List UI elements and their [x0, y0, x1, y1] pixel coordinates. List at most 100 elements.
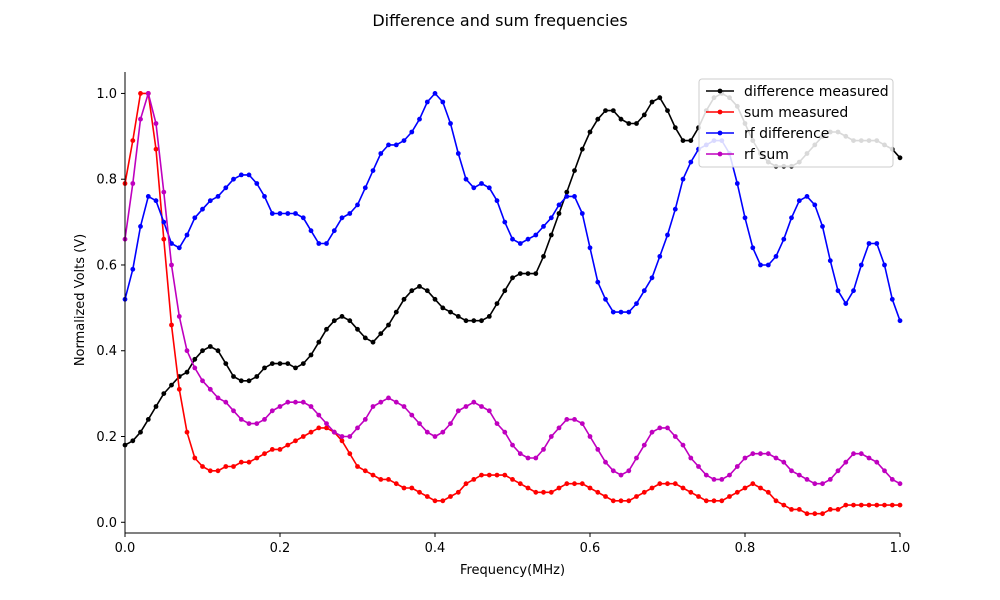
data-point — [680, 442, 686, 448]
data-point — [324, 241, 329, 246]
data-point — [773, 254, 779, 259]
data-point — [176, 245, 182, 251]
data-point — [657, 95, 663, 101]
data-point — [393, 399, 399, 405]
x-tick-label: 0.2 — [270, 541, 291, 556]
data-point — [889, 502, 895, 508]
data-point — [680, 138, 686, 144]
data-point — [897, 318, 903, 324]
data-point — [525, 271, 531, 276]
data-point — [734, 464, 740, 469]
data-point — [897, 502, 903, 508]
data-point — [548, 215, 554, 221]
data-point — [727, 494, 732, 499]
y-axis-title: Normalized Volts (V) — [73, 234, 88, 366]
data-point — [796, 198, 802, 204]
data-point — [285, 211, 291, 216]
data-point — [145, 194, 151, 199]
data-point — [572, 194, 577, 199]
data-point — [277, 361, 283, 366]
data-point — [688, 138, 694, 144]
data-point — [463, 481, 469, 487]
data-point — [525, 236, 531, 242]
data-point — [533, 489, 539, 495]
legend-label: rf sum — [744, 147, 789, 163]
data-point — [308, 352, 314, 358]
data-point — [827, 477, 833, 482]
y-tick-label: 0.6 — [96, 258, 117, 273]
data-point — [812, 481, 818, 487]
data-point — [680, 176, 686, 182]
data-point — [192, 455, 198, 461]
data-point — [541, 224, 546, 229]
data-point — [401, 404, 407, 409]
data-point — [765, 489, 771, 495]
data-point — [618, 472, 624, 478]
data-point — [858, 502, 864, 508]
data-point — [215, 468, 221, 474]
data-point — [579, 146, 585, 152]
data-point — [362, 468, 368, 474]
data-point — [455, 314, 461, 319]
data-point — [812, 202, 818, 208]
data-point — [153, 198, 159, 204]
data-point — [169, 262, 174, 268]
data-point — [510, 275, 515, 281]
data-point — [649, 99, 655, 105]
data-point — [192, 215, 198, 221]
data-point — [827, 507, 833, 512]
data-point — [448, 494, 453, 499]
data-point — [285, 361, 291, 366]
data-point — [339, 314, 345, 319]
data-point — [324, 425, 329, 431]
data-point — [765, 262, 771, 268]
data-point — [882, 468, 887, 474]
data-point — [688, 159, 694, 165]
data-point — [618, 116, 624, 122]
x-tick-label: 0.4 — [425, 541, 446, 556]
data-point — [455, 408, 461, 414]
data-point — [525, 485, 531, 491]
data-point — [370, 168, 376, 174]
y-tick-label: 1.0 — [96, 87, 117, 102]
data-point — [897, 481, 903, 487]
data-point — [486, 472, 492, 478]
data-point — [874, 459, 880, 465]
data-point — [223, 399, 229, 405]
data-point — [533, 271, 539, 276]
data-point — [200, 378, 205, 384]
data-point — [579, 211, 585, 216]
data-point — [355, 202, 360, 208]
data-point — [719, 477, 725, 482]
data-point — [300, 399, 306, 405]
data-point — [417, 489, 422, 495]
axes: 0.0 0.2 0.4 0.6 0.8 1.0 0.0 0.2 0.4 0.6 0.8 1.0 — [96, 72, 910, 556]
data-point — [572, 481, 577, 487]
data-point — [820, 481, 825, 487]
data-point — [843, 301, 849, 306]
data-point — [262, 451, 267, 457]
data-point — [130, 438, 136, 444]
data-point — [231, 408, 236, 414]
data-point — [626, 468, 632, 474]
data-point — [889, 296, 895, 302]
data-point — [711, 498, 717, 504]
data-point — [835, 507, 841, 512]
data-point — [176, 386, 182, 392]
data-point — [207, 468, 213, 474]
data-point — [804, 511, 810, 517]
data-point — [362, 417, 368, 422]
data-point — [432, 91, 438, 96]
data-point — [696, 464, 701, 469]
data-point — [331, 318, 337, 324]
data-point — [463, 176, 469, 182]
data-point — [610, 498, 616, 504]
data-point — [432, 296, 438, 302]
data-point — [796, 507, 802, 512]
x-tick-label: 0.8 — [735, 541, 756, 556]
data-point — [254, 374, 260, 379]
data-point — [231, 176, 236, 182]
data-point — [742, 455, 748, 461]
data-point — [742, 485, 748, 491]
data-point — [541, 447, 546, 452]
